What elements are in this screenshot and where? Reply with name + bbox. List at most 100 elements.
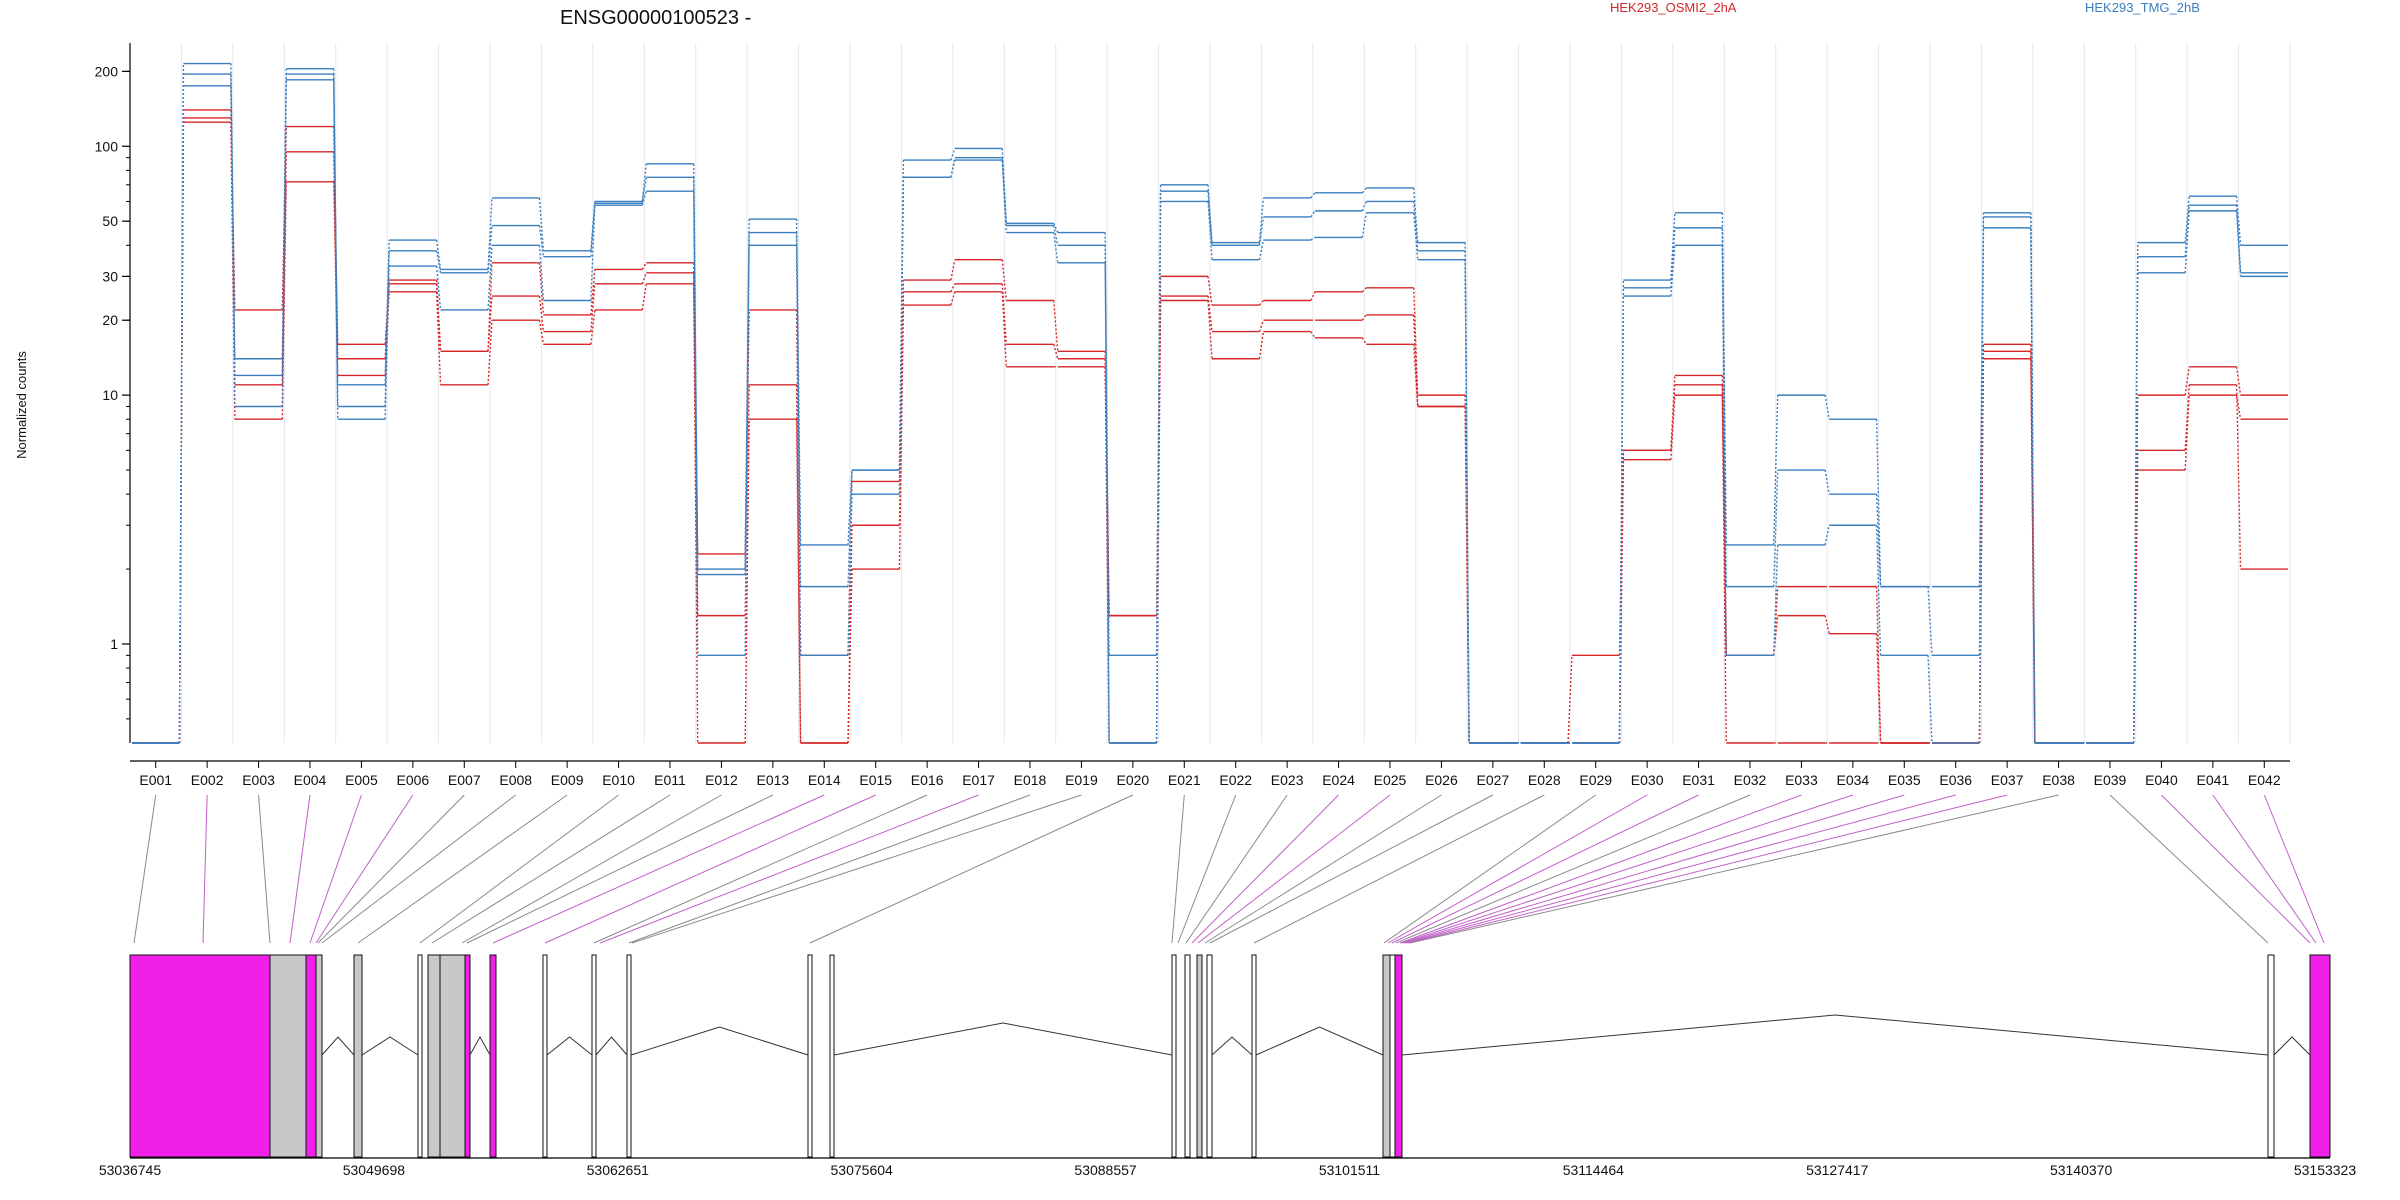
series-transition xyxy=(1927,586,1933,656)
exon-connector xyxy=(1383,794,1597,944)
series-transition xyxy=(641,177,647,204)
series-transition xyxy=(1464,259,1470,744)
y-tick-label: 100 xyxy=(95,138,119,154)
series-transition xyxy=(333,74,339,407)
series-transition xyxy=(2030,227,2036,744)
series-transition xyxy=(1310,291,1316,301)
exon-label: E041 xyxy=(2197,772,2230,788)
series-transition xyxy=(1258,300,1264,306)
exon-label: E024 xyxy=(1322,772,1355,788)
series-transition xyxy=(487,262,493,352)
series-transition xyxy=(281,151,287,385)
exon-label: E014 xyxy=(808,772,841,788)
series-transition xyxy=(1721,245,1727,656)
series-transition xyxy=(1053,344,1059,359)
series-transition xyxy=(1155,184,1162,656)
exon-label: E039 xyxy=(2094,772,2127,788)
exon-label: E036 xyxy=(1939,772,1972,788)
series-transition xyxy=(1413,287,1419,396)
series-transition xyxy=(1875,525,1882,656)
exon-label: E033 xyxy=(1785,772,1818,788)
intron-line xyxy=(321,1036,355,1056)
exon-label: E008 xyxy=(499,772,532,788)
series-transition xyxy=(847,470,853,587)
exon-block xyxy=(1389,954,1396,1158)
series-transition xyxy=(641,283,647,311)
exon-label: E009 xyxy=(551,772,584,788)
series-transition xyxy=(2235,210,2242,277)
series-tmg-5 xyxy=(132,79,2288,744)
series-transition xyxy=(1773,615,1779,656)
series-transition xyxy=(281,181,287,420)
series-transition xyxy=(1670,395,1676,460)
series-transition xyxy=(847,494,853,656)
series-transition xyxy=(1104,262,1110,744)
series-transition xyxy=(1361,201,1367,212)
exon-connector xyxy=(289,794,311,944)
exon-block xyxy=(315,954,323,1158)
exon-block xyxy=(1196,954,1203,1158)
exon-connector xyxy=(2212,794,2317,944)
exon-label: E011 xyxy=(654,772,686,788)
exon-connector xyxy=(1197,794,1391,944)
exon-connector xyxy=(461,794,722,944)
series-transition xyxy=(1310,192,1316,199)
exon-label: E031 xyxy=(1682,772,1715,788)
exon-block xyxy=(1171,954,1177,1158)
y-tick-label: 200 xyxy=(95,63,119,79)
series-transition xyxy=(487,245,493,310)
exon-connector xyxy=(309,794,362,944)
series-transition xyxy=(2235,384,2242,570)
series-transition xyxy=(641,190,647,206)
series-transition xyxy=(1927,655,1933,744)
series-transition xyxy=(2235,395,2242,420)
series-transition xyxy=(1824,525,1830,546)
series-transition xyxy=(950,259,956,281)
y-axis: 1 10 20 30 50 100 200 xyxy=(95,63,130,720)
exon-label: E006 xyxy=(397,772,430,788)
exon-connector xyxy=(1191,794,1339,944)
series-transition xyxy=(230,63,236,359)
exon-connector xyxy=(809,794,1134,944)
series-transition xyxy=(538,197,545,251)
exon-label: E040 xyxy=(2145,772,2178,788)
exon-connector xyxy=(1403,794,1905,944)
exon-block xyxy=(591,954,597,1158)
series-transition xyxy=(950,283,956,293)
series-transition xyxy=(538,245,545,301)
series-transition xyxy=(1053,223,1059,233)
series-transition xyxy=(847,569,853,744)
series-transition xyxy=(538,320,545,345)
exon-label: E034 xyxy=(1837,772,1870,788)
y-tick-label: 1 xyxy=(110,636,118,652)
exon-block xyxy=(542,954,548,1158)
exon-label: E029 xyxy=(1579,772,1612,788)
series-transition xyxy=(590,201,596,251)
exon-label: E022 xyxy=(1219,772,1252,788)
series-transition xyxy=(1001,157,1007,226)
exon-label: E025 xyxy=(1374,772,1407,788)
intron-line xyxy=(2273,1036,2311,1056)
exon-connector xyxy=(492,794,825,944)
series-transition xyxy=(1824,615,1830,634)
series-transition xyxy=(281,79,287,407)
exon-block xyxy=(1206,954,1213,1158)
exon-label: E005 xyxy=(345,772,378,788)
genomic-coordinates: 53036745 53049698 53062651 53075604 53088557… xyxy=(99,1162,2357,1178)
exon-label: E007 xyxy=(448,772,481,788)
intron-line xyxy=(833,1022,1173,1056)
intron-line xyxy=(1255,1026,1384,1056)
exon-label: E037 xyxy=(1991,772,2024,788)
y-tick-label: 10 xyxy=(102,387,118,403)
series-transition xyxy=(1207,191,1213,246)
exon-label: E028 xyxy=(1528,772,1561,788)
series-transition xyxy=(590,309,596,345)
exon-connector xyxy=(1204,794,1442,944)
genomic-coordinate-label: 53036745 xyxy=(99,1162,162,1178)
exon-block xyxy=(2309,954,2331,1158)
chart-title: ENSG00000100523 - xyxy=(560,7,751,29)
series-transition xyxy=(1824,469,1830,495)
series-transition xyxy=(2184,366,2190,396)
gridlines xyxy=(129,43,2291,743)
series-transition xyxy=(898,177,905,495)
